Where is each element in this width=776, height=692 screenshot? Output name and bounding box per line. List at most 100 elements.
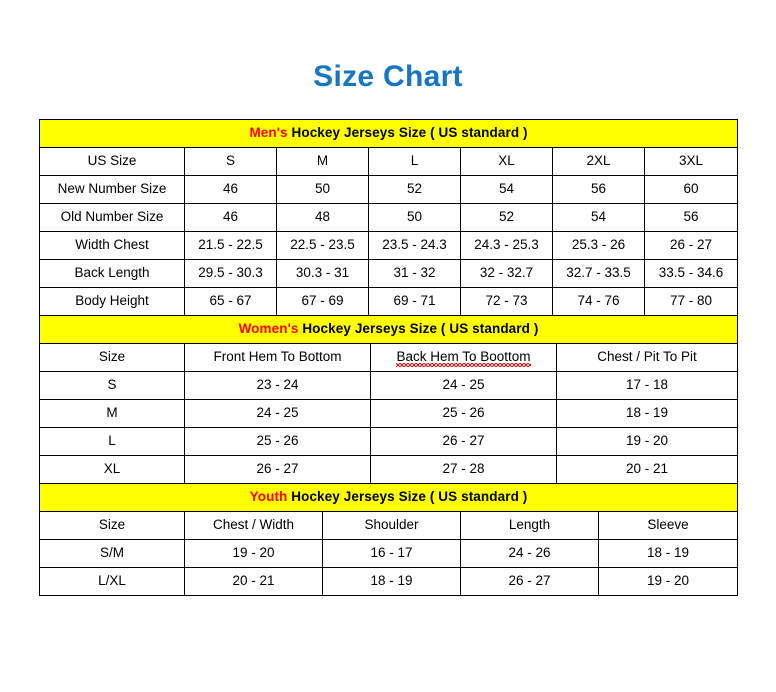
womens-banner-cell: Women's Hockey Jerseys Size ( US standar… xyxy=(38,315,739,344)
size-tables-container: Men's Hockey Jerseys Size ( US standard … xyxy=(38,92,739,596)
mens-cell: 60 xyxy=(643,175,739,204)
table-row: New Number Size 46 50 52 54 56 60 xyxy=(39,175,739,204)
youth-col-header: Chest / Width xyxy=(184,511,323,540)
mens-col-header: XL xyxy=(460,147,553,176)
womens-cell: 26 - 27 xyxy=(370,427,557,456)
mens-cell: 33.5 - 34.6 xyxy=(643,259,739,288)
mens-size-table: Men's Hockey Jerseys Size ( US standard … xyxy=(38,119,739,316)
youth-banner-cell: Youth Hockey Jerseys Size ( US standard … xyxy=(38,483,739,512)
table-row: Back Length 29.5 - 30.3 30.3 - 31 31 - 3… xyxy=(39,259,739,288)
womens-cell: 26 - 27 xyxy=(184,455,371,484)
youth-size-table: Youth Hockey Jerseys Size ( US standard … xyxy=(38,483,739,596)
youth-cell: 18 - 19 xyxy=(597,539,739,568)
womens-cell: 24 - 25 xyxy=(184,399,371,428)
mens-cell: 50 xyxy=(276,175,369,204)
womens-size-table: Women's Hockey Jerseys Size ( US standar… xyxy=(38,315,739,484)
mens-cell: 31 - 32 xyxy=(368,259,461,288)
womens-col-header-misspelled: Back Hem To Boottom xyxy=(370,343,557,372)
womens-size-label: L xyxy=(39,427,185,456)
table-row: Body Height 65 - 67 67 - 69 69 - 71 72 -… xyxy=(39,287,739,316)
mens-row-label: Back Length xyxy=(39,259,185,288)
mens-cell: 72 - 73 xyxy=(460,287,553,316)
youth-banner-rest: Hockey Jerseys Size ( US standard ) xyxy=(287,489,528,505)
mens-col-header: 3XL xyxy=(643,147,739,176)
table-row: XL 26 - 27 27 - 28 20 - 21 xyxy=(39,455,739,484)
mens-cell: 56 xyxy=(552,175,645,204)
youth-banner-row: Youth Hockey Jerseys Size ( US standard … xyxy=(38,483,739,512)
mens-row-label: New Number Size xyxy=(39,175,185,204)
mens-row-label: Width Chest xyxy=(39,231,185,260)
mens-cell: 69 - 71 xyxy=(368,287,461,316)
womens-banner-accent: Women's xyxy=(238,321,299,337)
womens-col-header: Chest / Pit To Pit xyxy=(555,343,739,372)
table-row: S 23 - 24 24 - 25 17 - 18 xyxy=(39,371,739,400)
mens-cell: 54 xyxy=(552,203,645,232)
womens-cell: 25 - 26 xyxy=(184,427,371,456)
youth-col-header: Size xyxy=(39,511,185,540)
mens-cell: 29.5 - 30.3 xyxy=(184,259,277,288)
table-row: Width Chest 21.5 - 22.5 22.5 - 23.5 23.5… xyxy=(39,231,739,260)
mens-col-header: S xyxy=(184,147,277,176)
womens-col-header: Front Hem To Bottom xyxy=(184,343,371,372)
mens-cell: 67 - 69 xyxy=(276,287,369,316)
mens-cell: 54 xyxy=(460,175,553,204)
mens-cell: 24.3 - 25.3 xyxy=(460,231,553,260)
mens-cell: 77 - 80 xyxy=(643,287,739,316)
womens-cell: 23 - 24 xyxy=(184,371,371,400)
youth-cell: 19 - 20 xyxy=(597,567,739,596)
womens-column-header-row: Size Front Hem To Bottom Back Hem To Boo… xyxy=(39,343,739,372)
womens-size-label: M xyxy=(39,399,185,428)
mens-cell: 32 - 32.7 xyxy=(460,259,553,288)
youth-cell: 20 - 21 xyxy=(184,567,323,596)
mens-cell: 30.3 - 31 xyxy=(276,259,369,288)
mens-cell: 26 - 27 xyxy=(643,231,739,260)
youth-cell: 26 - 27 xyxy=(460,567,599,596)
table-row: M 24 - 25 25 - 26 18 - 19 xyxy=(39,399,739,428)
table-row: S/M 19 - 20 16 - 17 24 - 26 18 - 19 xyxy=(39,539,739,568)
womens-cell: 18 - 19 xyxy=(555,399,739,428)
mens-cell: 22.5 - 23.5 xyxy=(276,231,369,260)
youth-column-header-row: Size Chest / Width Shoulder Length Sleev… xyxy=(39,511,739,540)
womens-cell: 24 - 25 xyxy=(370,371,557,400)
youth-cell: 24 - 26 xyxy=(460,539,599,568)
mens-cell: 25.3 - 26 xyxy=(552,231,645,260)
mens-cell: 74 - 76 xyxy=(552,287,645,316)
youth-col-header: Sleeve xyxy=(597,511,739,540)
misspelled-text: Back Hem To Boottom xyxy=(396,348,531,368)
womens-cell: 27 - 28 xyxy=(370,455,557,484)
mens-col-header: L xyxy=(368,147,461,176)
mens-row-label: Body Height xyxy=(39,287,185,316)
womens-size-label: S xyxy=(39,371,185,400)
youth-banner-accent: Youth xyxy=(249,489,288,505)
mens-cell: 46 xyxy=(184,175,277,204)
youth-size-label: S/M xyxy=(39,539,185,568)
womens-cell: 20 - 21 xyxy=(555,455,739,484)
mens-banner-accent: Men's xyxy=(249,125,288,141)
mens-cell: 65 - 67 xyxy=(184,287,277,316)
mens-banner-rest: Hockey Jerseys Size ( US standard ) xyxy=(287,125,528,141)
page-title: Size Chart xyxy=(313,60,463,93)
youth-col-header: Shoulder xyxy=(322,511,461,540)
mens-banner-row: Men's Hockey Jerseys Size ( US standard … xyxy=(38,119,739,148)
mens-column-header-row: US Size S M L XL 2XL 3XL xyxy=(39,147,739,176)
table-row: L 25 - 26 26 - 27 19 - 20 xyxy=(39,427,739,456)
mens-col-header: US Size xyxy=(39,147,185,176)
mens-cell: 52 xyxy=(460,203,553,232)
mens-cell: 50 xyxy=(368,203,461,232)
youth-cell: 16 - 17 xyxy=(322,539,461,568)
mens-cell: 23.5 - 24.3 xyxy=(368,231,461,260)
mens-cell: 48 xyxy=(276,203,369,232)
mens-cell: 56 xyxy=(643,203,739,232)
table-row: Old Number Size 46 48 50 52 54 56 xyxy=(39,203,739,232)
mens-row-label: Old Number Size xyxy=(39,203,185,232)
mens-cell: 21.5 - 22.5 xyxy=(184,231,277,260)
womens-banner-rest: Hockey Jerseys Size ( US standard ) xyxy=(298,321,539,337)
mens-cell: 46 xyxy=(184,203,277,232)
youth-cell: 18 - 19 xyxy=(322,567,461,596)
womens-col-header: Size xyxy=(39,343,185,372)
youth-size-label: L/XL xyxy=(39,567,185,596)
womens-cell: 25 - 26 xyxy=(370,399,557,428)
womens-cell: 19 - 20 xyxy=(555,427,739,456)
mens-col-header: 2XL xyxy=(552,147,645,176)
